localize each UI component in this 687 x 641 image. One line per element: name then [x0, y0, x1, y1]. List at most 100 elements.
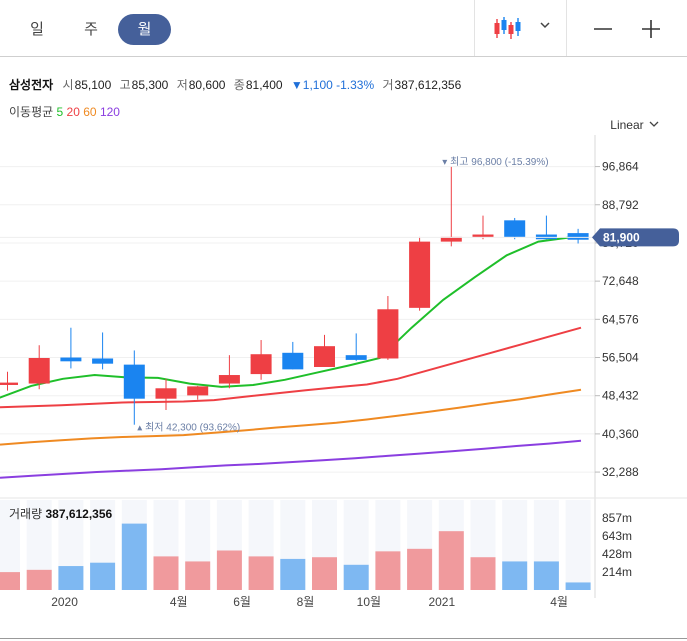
- y-tick-label: 64,576: [602, 312, 639, 326]
- current-price-label: 81,900: [603, 230, 640, 244]
- candle-body: [567, 233, 589, 240]
- scale-label: Linear: [610, 118, 644, 132]
- ma5-line: [0, 236, 571, 399]
- ma60-legend: 60: [83, 105, 97, 119]
- tab-day[interactable]: 일: [30, 21, 44, 38]
- low-label: 저: [176, 78, 188, 92]
- volume-bar: [502, 561, 528, 590]
- y-tick-label: 48,432: [602, 389, 639, 403]
- zoom-out-button[interactable]: [586, 12, 620, 46]
- volume-bar: [216, 550, 242, 590]
- ma5-legend: 5: [56, 105, 64, 119]
- current-price-badge: [592, 228, 679, 247]
- volume-tick-label: 857m: [602, 511, 632, 525]
- candles: [0, 166, 589, 425]
- zoom-in-button[interactable]: [634, 12, 668, 46]
- x-tick-label: 2021: [428, 595, 455, 609]
- candle-body: [440, 236, 462, 242]
- volume-value: 387,612,356: [394, 78, 462, 92]
- toolbar-divider: [474, 0, 475, 56]
- x-tick-label: 10월: [357, 595, 381, 609]
- chart-type-button[interactable]: [489, 12, 525, 46]
- tab-month[interactable]: 월: [118, 14, 171, 45]
- ma20-line: [0, 326, 582, 409]
- candle-body: [504, 220, 526, 237]
- low-value: 80,600: [188, 78, 226, 92]
- candle-body: [377, 309, 399, 359]
- y-tick-label: 72,648: [602, 274, 639, 288]
- high-value: 85,300: [131, 78, 169, 92]
- ma-label: 이동평균: [9, 105, 54, 119]
- volume-bar: [470, 557, 496, 590]
- chart-type-dropdown[interactable]: [532, 12, 558, 46]
- volume-bar: [153, 556, 179, 590]
- close-value: 81,400: [245, 78, 283, 92]
- open-label: 시: [62, 78, 74, 92]
- moving-average-lines: [0, 236, 582, 479]
- stock-name: 삼성전자: [9, 78, 54, 92]
- candle-body: [0, 382, 18, 385]
- scale-dropdown[interactable]: Linear: [610, 118, 661, 132]
- volume-column-bg: [565, 500, 591, 590]
- y-tick-label: 88,792: [602, 198, 639, 212]
- volume-bar: [248, 556, 274, 590]
- volume-bar: [280, 558, 306, 590]
- tab-week[interactable]: 주: [84, 21, 98, 38]
- open-value: 85,100: [74, 78, 112, 92]
- candle-body: [155, 388, 177, 399]
- plus-icon: [642, 20, 660, 38]
- candle-body: [250, 354, 272, 375]
- price-axis: 96,86488,79280,72072,64864,57656,50448,4…: [595, 160, 639, 479]
- chevron-down-icon: [649, 121, 659, 127]
- high-annotation: ▾ 최고 96,800 (-15.39%): [442, 156, 548, 168]
- change-value: ▼1,100 -1.33%: [290, 78, 375, 92]
- volume-tick-label: 643m: [602, 529, 632, 543]
- candle-body: [92, 358, 114, 364]
- price-summary: 삼성전자 시85,100 고85,300 저80,600 종81,400 ▼1,…: [9, 76, 466, 93]
- ma120-line: [0, 439, 582, 479]
- volume-bars: [0, 500, 591, 590]
- candle-body: [60, 357, 82, 362]
- y-tick-label: 40,360: [602, 427, 639, 441]
- moving-average-legend: 이동평균 5 20 60 120: [9, 103, 120, 120]
- ma20-legend: 20: [66, 105, 80, 119]
- minus-icon: [594, 28, 612, 30]
- y-tick-label: 56,504: [602, 351, 639, 365]
- x-tick-label: 8월: [297, 595, 315, 609]
- ma120-legend: 120: [99, 105, 120, 119]
- time-axis: 2020 4월 6월 8월 10월 2021 4월: [51, 595, 568, 609]
- volume-tick-label: 428m: [602, 547, 632, 561]
- volume-bar: [0, 572, 20, 590]
- y-tick-label: 96,864: [602, 160, 639, 174]
- volume-bar: [26, 569, 52, 590]
- candle-body: [123, 364, 145, 399]
- volume-bar: [407, 548, 433, 590]
- candle-body: [472, 234, 494, 237]
- x-tick-label: 2020: [51, 595, 78, 609]
- candle-body: [409, 241, 431, 308]
- volume-tick-label: 214m: [602, 565, 632, 579]
- high-label: 고: [119, 78, 131, 92]
- volume-bar: [375, 551, 401, 590]
- volume-bar: [185, 561, 211, 590]
- annotations: ▾ 최고 96,800 (-15.39%) ▴ 최저 42,300 (93.62%…: [0, 156, 679, 434]
- volume-bar: [533, 561, 559, 590]
- volume-bar: [438, 531, 464, 590]
- candle-body: [345, 355, 367, 360]
- volume-bar: [90, 562, 116, 590]
- close-label: 종: [233, 78, 245, 92]
- x-tick-label: 4월: [550, 595, 568, 609]
- bottom-border: [0, 638, 687, 639]
- volume-bar: [312, 557, 337, 590]
- chevron-down-icon: [540, 22, 550, 29]
- volume-title: 거래량 387,612,356: [9, 507, 113, 521]
- x-tick-label: 4월: [170, 595, 188, 609]
- ma60-line: [0, 388, 582, 446]
- low-annotation: ▴ 최저 42,300 (93.62%): [137, 422, 240, 434]
- volume-bar: [565, 582, 591, 590]
- candle-body: [187, 386, 209, 396]
- candle-body: [314, 346, 335, 367]
- volume-label: 거: [382, 78, 394, 92]
- candle-body: [28, 358, 50, 384]
